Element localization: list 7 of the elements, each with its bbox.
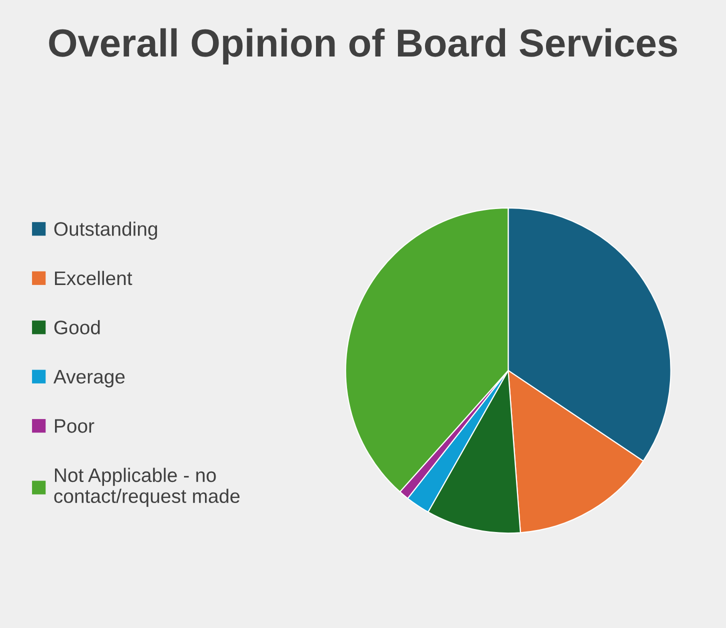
legend-label: Poor <box>55 419 94 433</box>
chart-title: Overall Opinion of Board Services <box>49 28 677 65</box>
legend-label: Average <box>53 370 125 388</box>
legend-label: Good <box>54 320 100 334</box>
legend-label: Excellent <box>55 270 132 286</box>
legend-label: Outstanding <box>54 222 158 240</box>
legend-label: Not Applicable - no contact/request made <box>54 468 240 507</box>
